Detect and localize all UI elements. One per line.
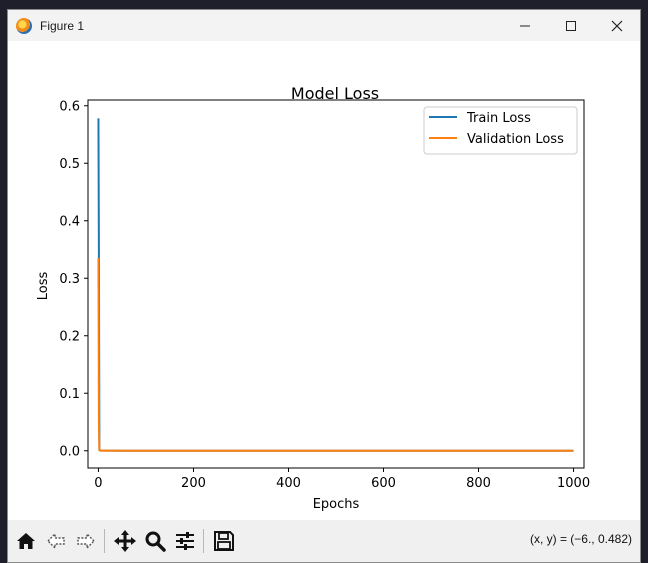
sliders-icon [176,532,194,550]
navigation-toolbar: (x, y) = (−6., 0.482) [8,520,640,562]
matplotlib-app-icon [16,17,32,34]
cursor-coordinates: (x, y) = (−6., 0.482) [529,532,632,546]
x-tick-label: 1000 [557,476,590,491]
maximize-button[interactable] [548,10,594,41]
home-icon [17,533,35,549]
series-lines [97,118,574,452]
legend-box [423,106,578,155]
y-tick-label: 0.2 [59,329,80,344]
x-tick-label: 400 [276,476,301,491]
window-title: Figure 1 [40,18,85,33]
figure-canvas[interactable]: Model Loss 0 200 400 600 800 1000 0.0 0.1 0.2 0.3… [8,41,640,520]
x-tick-label: 800 [466,476,491,491]
y-tick-label: 0.4 [59,214,80,229]
zoom-button[interactable] [141,527,169,555]
close-icon [611,20,623,31]
forward-arrow-icon [77,532,95,550]
minimize-button[interactable] [502,10,548,41]
x-tick-label: 600 [371,476,396,491]
minimize-icon [520,25,530,26]
close-button[interactable] [594,10,640,41]
back-arrow-icon [47,532,65,550]
maximize-icon [566,20,576,31]
chart-legend: Train Loss Validation Loss [423,106,578,155]
window-controls [502,10,640,41]
chart-title: Model Loss [291,84,379,103]
back-button[interactable] [42,527,70,555]
pan-move-icon [114,530,136,552]
pan-button[interactable] [111,527,139,555]
home-button[interactable] [12,527,40,555]
axis-ticks: 0 200 400 600 800 1000 0.0 0.1 0.2 0.3 0.4 0.5 0.6 [59,99,590,491]
figure-window: Figure 1 Model Loss 0 200 400 600 800 1000 0.0… [7,9,641,563]
save-floppy-icon [214,531,234,551]
configure-subplots-button[interactable] [171,527,199,555]
x-tick-label: 0 [94,476,102,491]
zoom-magnifier-icon [145,531,166,552]
series-line-validation-loss [97,258,574,452]
x-axis-label: Epochs [313,497,360,512]
y-tick-label: 0.6 [59,99,80,114]
y-tick-label: 0.0 [59,444,80,459]
save-button[interactable] [210,527,238,555]
legend-label-validation-loss: Validation Loss [467,132,564,147]
loss-chart: Model Loss 0 200 400 600 800 1000 0.0 0.1 0.2 0.3… [36,84,590,512]
legend-label-train-loss: Train Loss [466,111,531,126]
title-bar[interactable]: Figure 1 [8,10,640,41]
forward-button[interactable] [72,527,100,555]
toolbar-separator [203,529,204,553]
x-tick-label: 200 [181,476,206,491]
y-tick-label: 0.1 [59,387,80,402]
y-axis-label: Loss [36,272,51,301]
y-tick-label: 0.3 [59,272,80,287]
toolbar-separator [104,529,105,553]
plot-area [87,99,585,469]
y-tick-label: 0.5 [59,157,80,172]
